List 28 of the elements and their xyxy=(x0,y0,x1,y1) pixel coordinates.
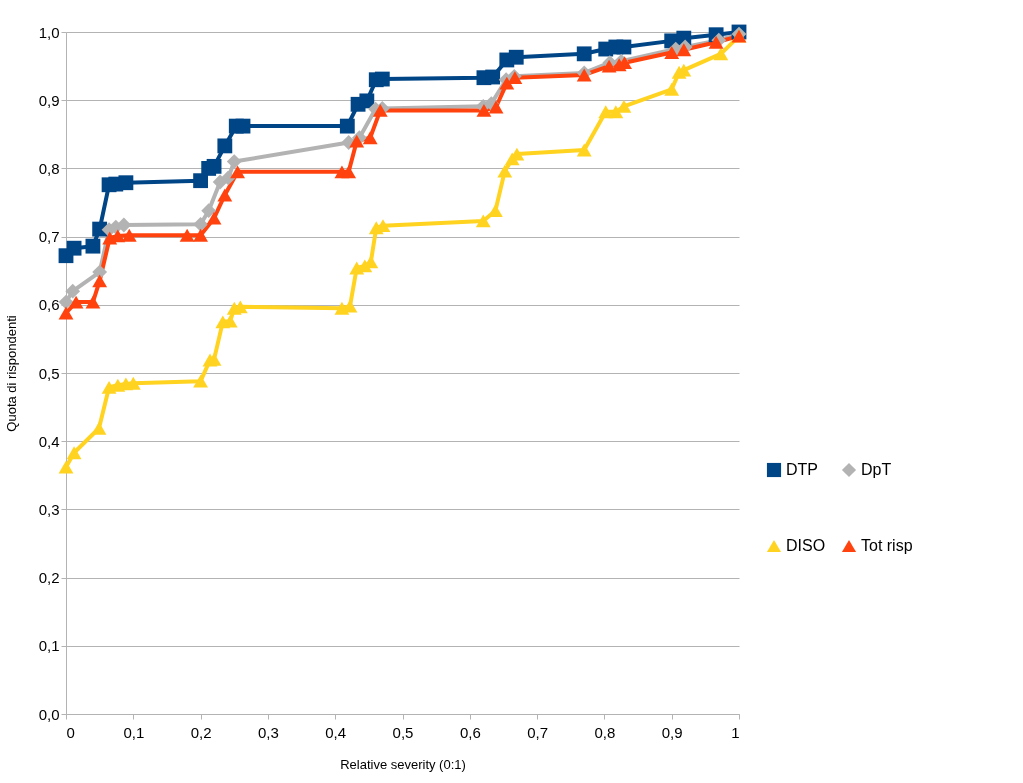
legend-label: DISO xyxy=(786,537,826,554)
x-tick-label: 0,2 xyxy=(190,723,212,741)
y-tick-label: 0,0 xyxy=(38,705,60,723)
x-tick-label: 0,7 xyxy=(527,723,549,741)
legend-label: DTP xyxy=(786,461,818,478)
y-tick-label: 0,9 xyxy=(38,91,60,109)
x-tick-label: 0,9 xyxy=(661,723,683,741)
x-tick-label: 1 xyxy=(731,723,740,741)
y-tick-label: 0,3 xyxy=(38,500,60,518)
x-tick-label: 0,5 xyxy=(392,723,414,741)
y-tick-label: 0,8 xyxy=(38,159,60,177)
x-tick-label: 0,8 xyxy=(594,723,616,741)
y-axis-title: Quota di rispondenti xyxy=(3,315,19,432)
x-tick-label: 0,6 xyxy=(459,723,481,741)
x-axis-title: Relative severity (0:1) xyxy=(340,756,466,772)
y-tick-label: 0,2 xyxy=(38,569,60,587)
x-tick-label: 0,4 xyxy=(325,723,347,741)
legend-label: DpT xyxy=(861,461,892,478)
y-tick-label: 0,6 xyxy=(38,296,60,314)
x-tick-label: 0,3 xyxy=(257,723,279,741)
x-tick-label: 0,1 xyxy=(123,723,145,741)
x-tick-label: 0 xyxy=(66,723,75,741)
y-tick-label: 0,1 xyxy=(38,637,60,655)
y-tick-label: 0,4 xyxy=(38,432,60,450)
legend-label: Tot risp xyxy=(861,537,913,554)
y-tick-label: 1,0 xyxy=(38,23,60,41)
y-tick-label: 0,7 xyxy=(38,228,60,246)
y-tick-label: 0,5 xyxy=(38,364,60,382)
